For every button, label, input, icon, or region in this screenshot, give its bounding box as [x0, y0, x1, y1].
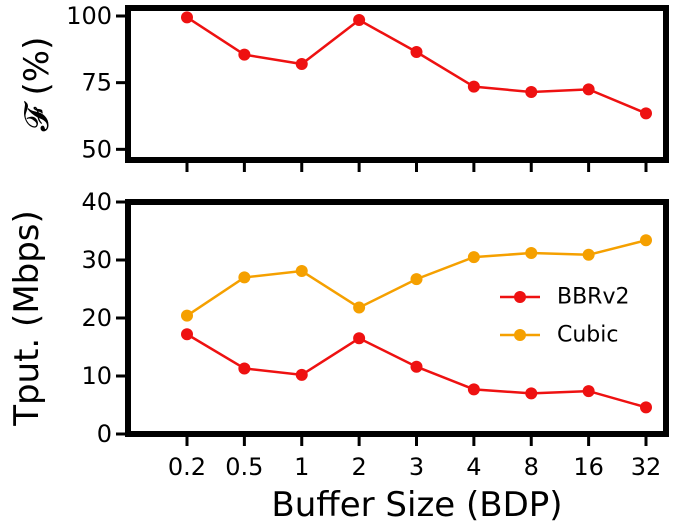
data-point-cubic — [467, 251, 480, 264]
data-point-bbrv2 — [640, 401, 652, 414]
data-point-panel1 — [410, 46, 423, 58]
y-tick-label-2: 30 — [81, 246, 112, 274]
x-tick-label: 1 — [294, 453, 309, 481]
data-point-bbrv2 — [353, 332, 366, 345]
data-point-bbrv2 — [181, 328, 193, 341]
data-point-bbrv2 — [238, 362, 251, 375]
legend-label-bbrv2: BBRv2 — [557, 285, 630, 310]
data-point-panel1 — [181, 11, 193, 24]
data-point-panel1 — [467, 80, 480, 93]
y-tick-label-2: 20 — [81, 304, 112, 332]
x-tick-label: 3 — [409, 453, 424, 481]
x-tick-label: 32 — [631, 453, 662, 481]
plot-frame-2 — [125, 199, 669, 437]
x-axis-label: Buffer Size (BDP) — [271, 485, 562, 525]
data-point-panel1 — [295, 58, 308, 70]
y-tick-label-2: 0 — [97, 420, 112, 448]
data-point-cubic — [353, 301, 366, 314]
y-tick-label-2: 40 — [81, 188, 112, 216]
data-point-cubic — [181, 309, 193, 322]
x-tick-label: 16 — [573, 453, 604, 481]
legend-marker-bbrv2 — [514, 291, 526, 303]
data-point-cubic — [525, 247, 538, 260]
data-point-panel1 — [640, 107, 652, 120]
data-point-panel1 — [525, 86, 538, 98]
x-tick-label: 0.2 — [168, 453, 206, 481]
data-point-bbrv2 — [467, 383, 480, 396]
y-tick-label-1: 50 — [81, 135, 112, 163]
data-point-cubic — [582, 248, 595, 261]
data-point-bbrv2 — [582, 385, 595, 398]
x-tick-label: 8 — [524, 453, 539, 481]
x-tick-label: 4 — [466, 453, 481, 481]
data-point-panel1 — [238, 48, 251, 61]
y-axis-label-2: Tput. (Mbps) — [7, 210, 47, 427]
y-tick-label-1: 75 — [81, 69, 112, 97]
series-line-panel1 — [186, 16, 647, 115]
x-tick-label: 0.5 — [225, 453, 263, 481]
data-point-cubic — [640, 234, 652, 247]
data-point-bbrv2 — [295, 368, 308, 381]
y-axis-label-1: 𝓕 (%) — [17, 37, 57, 132]
data-point-cubic — [410, 273, 423, 286]
data-point-cubic — [238, 271, 251, 284]
data-point-cubic — [295, 265, 308, 278]
y-tick-label-1: 100 — [66, 2, 112, 30]
y-tick-label-2: 10 — [81, 362, 112, 390]
x-tick-label: 2 — [351, 453, 366, 481]
data-point-bbrv2 — [410, 360, 423, 373]
data-point-panel1 — [353, 14, 366, 26]
legend-marker-cubic — [514, 329, 526, 341]
data-point-bbrv2 — [525, 387, 538, 400]
legend-label-cubic: Cubic — [557, 323, 618, 348]
data-point-panel1 — [582, 83, 595, 96]
